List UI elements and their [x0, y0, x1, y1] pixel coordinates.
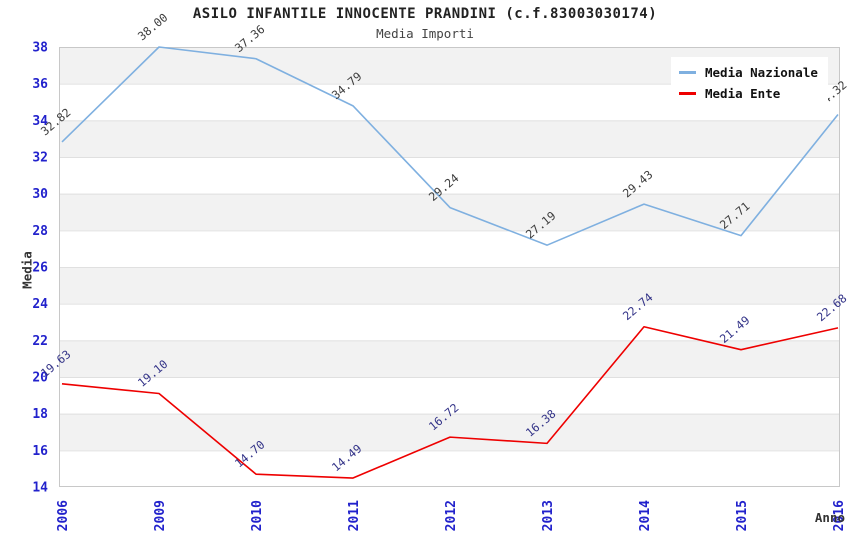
legend-label: Media Nazionale [705, 65, 818, 80]
y-tick-label: 24 [32, 297, 48, 312]
data-point-label: 38.00 [135, 10, 171, 43]
grid-band [59, 450, 840, 487]
grid-band [59, 120, 840, 157]
x-tick-label: 2012 [444, 500, 459, 531]
grid-band [59, 267, 840, 304]
x-tick-label: 2013 [541, 500, 556, 531]
media-nazionale-line-swatch-icon [679, 71, 696, 74]
x-tick-label: 2016 [832, 500, 847, 531]
y-tick-label: 20 [32, 371, 48, 386]
y-tick-label: 36 [32, 77, 48, 92]
grid-band [59, 157, 840, 194]
grid-band [59, 377, 840, 414]
x-tick-label: 2010 [250, 500, 265, 531]
y-axis-title: Media [19, 251, 35, 289]
y-tick-label: 32 [32, 151, 48, 166]
x-tick-label: 2014 [638, 500, 653, 531]
grid-band [59, 413, 840, 451]
y-tick-label: 26 [32, 261, 48, 276]
grid-band [59, 340, 840, 377]
series-line [61, 46, 839, 246]
legend-item-media-ente: Media Ente [679, 83, 818, 104]
grid-band [59, 230, 840, 267]
y-tick-label: 16 [32, 444, 48, 459]
grid-band [59, 193, 840, 231]
y-tick-label: 14 [32, 481, 48, 496]
y-tick-label: 34 [32, 114, 48, 129]
x-tick-label: 2009 [153, 500, 168, 531]
series-line [61, 325, 839, 479]
chart-title: ASILO INFANTILE INNOCENTE PRANDINI (c.f.… [192, 6, 658, 22]
x-tick-label: 2006 [56, 500, 71, 531]
legend-label: Media Ente [705, 86, 781, 101]
x-tick-label: 2015 [735, 500, 750, 531]
y-tick-label: 22 [32, 334, 48, 349]
y-tick-label: 18 [32, 407, 48, 422]
legend: Media Nazionale Media Ente [671, 57, 828, 109]
x-tick-label: 2011 [347, 500, 362, 531]
y-tick-label: 30 [32, 187, 48, 202]
x-axis-title: Anno [814, 510, 845, 525]
y-tick-label: 28 [32, 224, 48, 239]
chart-subtitle: Media Importi [376, 26, 474, 41]
grid-band [59, 303, 840, 341]
legend-item-media-nazionale: Media Nazionale [679, 62, 818, 83]
y-tick-label: 38 [32, 41, 48, 56]
media-ente-line-swatch-icon [679, 92, 696, 95]
plot-border [59, 47, 840, 487]
